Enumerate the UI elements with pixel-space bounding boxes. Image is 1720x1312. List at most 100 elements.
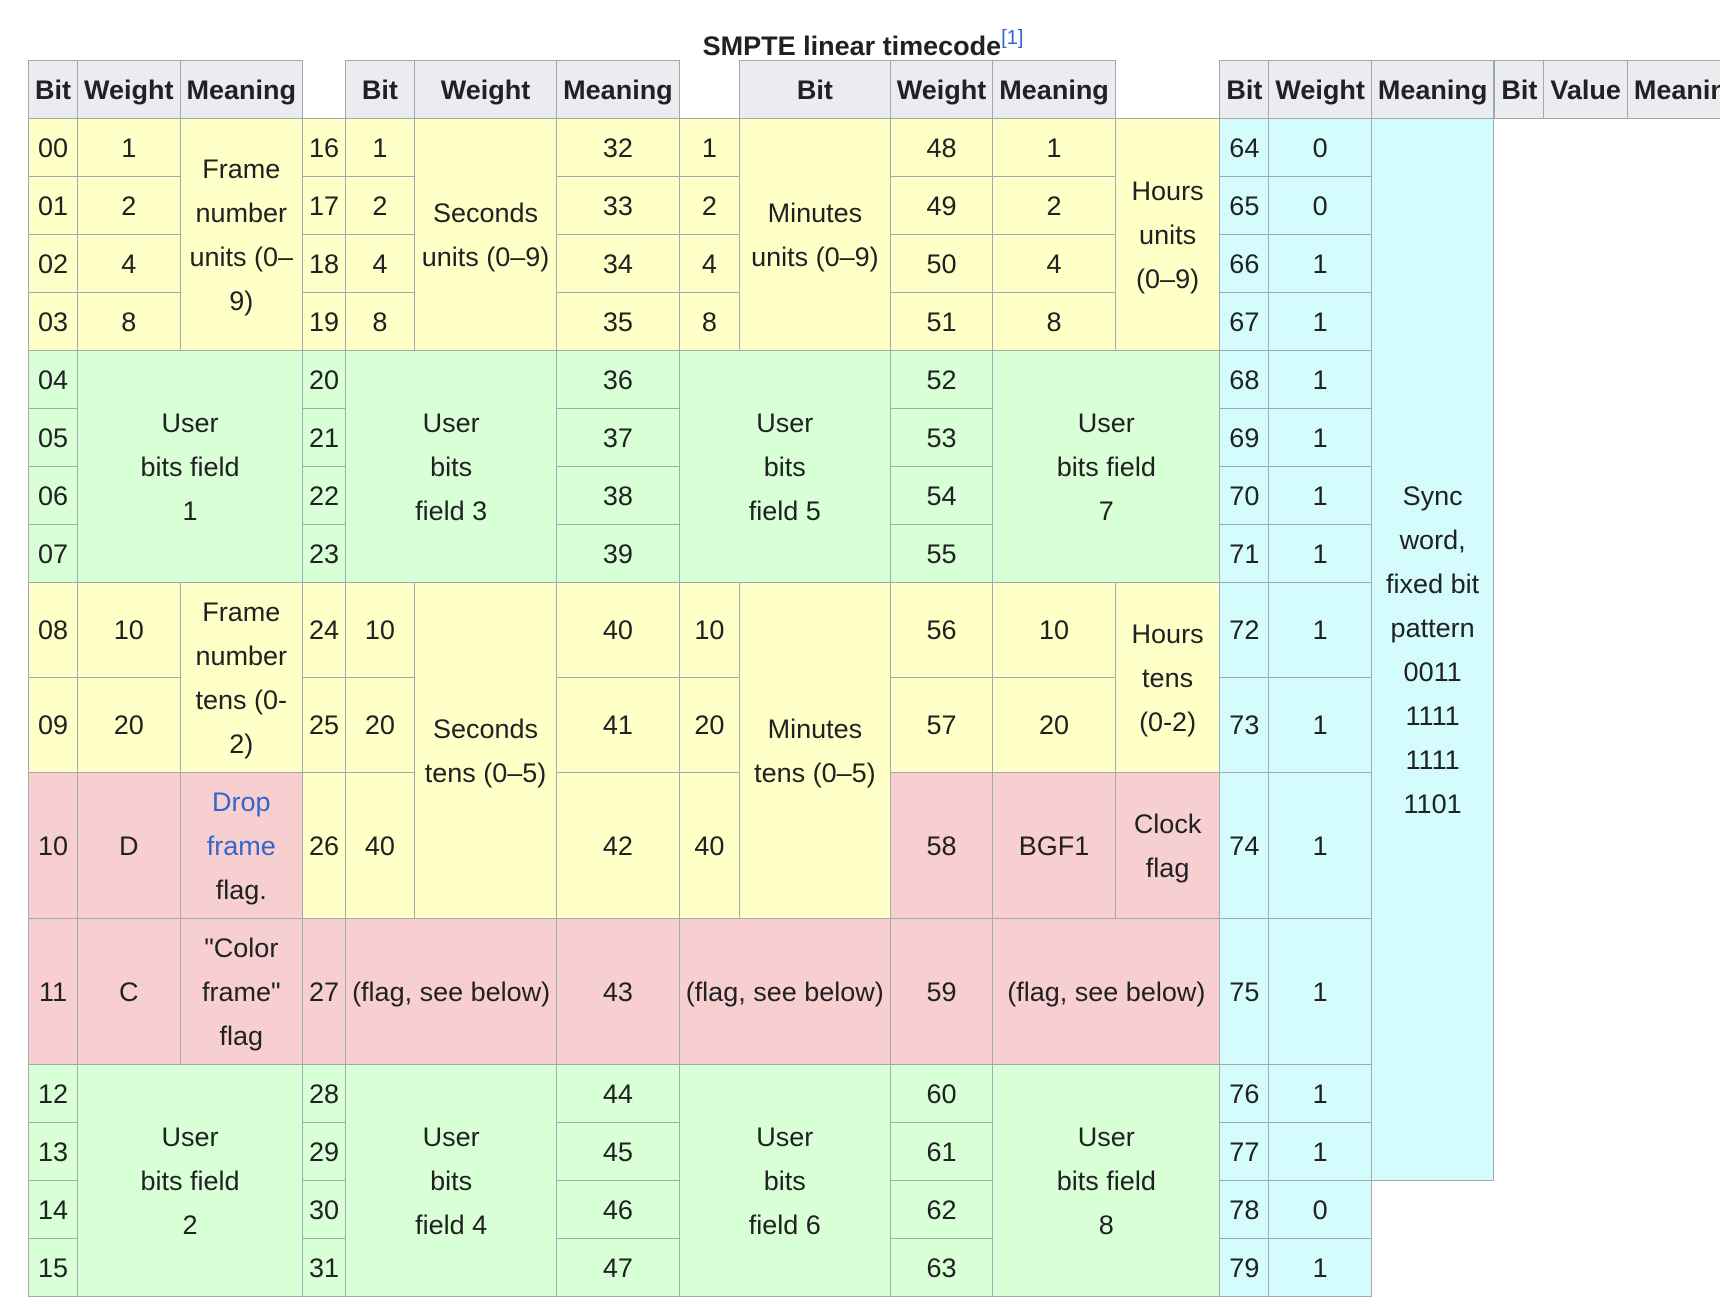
user-bits-cell: User bits field 4 (345, 1064, 558, 1297)
weight-cell: D (77, 772, 181, 919)
bit-cell: 03 (28, 292, 78, 351)
bit-cell: 54 (889, 466, 994, 525)
citation-link[interactable]: [1] (1001, 27, 1024, 49)
col-header-bit: Bit (1219, 60, 1270, 119)
user-bits-cell: User bits field 1 (76, 350, 304, 583)
timecode-table: Bit Weight Meaning Bit Weight Meaning Bi… (28, 60, 1720, 1297)
value-cell: 1 (1268, 1064, 1372, 1123)
flag-cell: (flag, see below) (345, 918, 558, 1065)
bit-cell: 62 (889, 1180, 994, 1239)
weight-cell: C (77, 918, 181, 1065)
bit-cell: 35 (556, 292, 680, 351)
value-cell: 0 (1268, 1180, 1372, 1239)
user-bits-cell: User bits field 8 (992, 1064, 1221, 1297)
table-row: 06 22 38 54 70 1 (28, 466, 1720, 525)
weight-cell: 20 (345, 677, 415, 773)
weight-cell: 10 (345, 582, 415, 678)
col-header-meaning: Meaning (1626, 60, 1720, 119)
bit-cell: 47 (556, 1238, 680, 1297)
bit-cell: 75 (1219, 918, 1270, 1065)
meaning-cell: Seconds tens (0–5) (413, 582, 558, 919)
table-row: 01 2 17 2 33 2 49 2 65 0 (28, 176, 1720, 235)
bit-cell: 29 (302, 1122, 347, 1181)
bit-cell: 77 (1219, 1122, 1270, 1181)
bit-cell: 06 (28, 466, 78, 525)
weight-cell: 2 (77, 176, 181, 235)
bit-cell: 42 (556, 772, 680, 919)
bit-cell: 34 (556, 234, 680, 293)
bit-cell: 58 (889, 772, 994, 919)
bit-cell: 46 (556, 1180, 680, 1239)
value-cell: 1 (1268, 1238, 1372, 1297)
table-caption: SMPTE linear timecode[1] (28, 16, 1698, 61)
table-row: 03 8 19 8 35 8 51 8 67 1 (28, 292, 1720, 351)
bit-cell: 16 (302, 118, 347, 177)
bit-cell: 22 (302, 466, 347, 525)
weight-cell: 4 (77, 234, 181, 293)
weight-cell: 8 (345, 292, 415, 351)
bit-cell: 19 (302, 292, 347, 351)
bit-cell: 07 (28, 524, 78, 583)
bit-cell: 59 (889, 918, 994, 1065)
weight-cell: 10 (678, 582, 741, 678)
bit-cell: 01 (28, 176, 78, 235)
bit-cell: 61 (889, 1122, 994, 1181)
weight-cell: 2 (345, 176, 415, 235)
drop-frame-link[interactable]: Drop frame (206, 786, 276, 861)
table-row: 07 23 39 55 71 1 (28, 524, 1720, 583)
meaning-cell: Seconds units (0–9) (413, 118, 558, 351)
weight-cell: 1 (345, 118, 415, 177)
bit-cell: 37 (556, 408, 680, 467)
weight-cell: 2 (678, 176, 741, 235)
bit-cell: 66 (1219, 234, 1270, 293)
col-header-weight: Weight (77, 60, 181, 119)
bit-cell: 23 (302, 524, 347, 583)
bit-cell: 08 (28, 582, 78, 678)
bit-cell: 55 (889, 524, 994, 583)
meaning-cell: Hours units (0–9) (1114, 118, 1221, 351)
meaning-cell: Clock flag (1114, 772, 1221, 919)
value-cell: 1 (1268, 292, 1372, 351)
bit-cell: 40 (556, 582, 680, 678)
value-cell: 1 (1268, 234, 1372, 293)
bit-cell: 51 (889, 292, 994, 351)
bit-cell: 36 (556, 350, 680, 409)
bit-cell: 30 (302, 1180, 347, 1239)
column-gap (678, 60, 741, 119)
weight-cell: 1 (992, 118, 1116, 177)
bit-cell: 70 (1219, 466, 1270, 525)
table-row: 09 20 25 20 41 20 57 20 73 1 (28, 677, 1720, 773)
bit-cell: 09 (28, 677, 78, 773)
user-bits-cell: User bits field 7 (992, 350, 1221, 583)
col-header-meaning: Meaning (556, 60, 680, 119)
col-header-meaning: Meaning (992, 60, 1116, 119)
bit-cell: 17 (302, 176, 347, 235)
meaning-cell: Frame number units (0–9) (179, 118, 304, 351)
weight-cell: 2 (992, 176, 1116, 235)
bit-cell: 26 (302, 772, 347, 919)
table-row: 08 10 Frame number tens (0-2) 24 10 Seco… (28, 582, 1720, 919)
bit-cell: 57 (889, 677, 994, 773)
bit-cell: 69 (1219, 408, 1270, 467)
bit-cell: 73 (1219, 677, 1270, 773)
table-row: 04 User bits field 1 20 User bits field … (28, 350, 1720, 583)
bit-cell: 76 (1219, 1064, 1270, 1123)
column-gap (1114, 60, 1221, 119)
weight-cell: 8 (678, 292, 741, 351)
bit-cell: 49 (889, 176, 994, 235)
col-header-meaning: Meaning (1370, 60, 1495, 119)
value-cell: 1 (1268, 677, 1372, 773)
value-cell: 1 (1268, 1122, 1372, 1181)
bit-cell: 74 (1219, 772, 1270, 919)
value-cell: 1 (1268, 524, 1372, 583)
bit-cell: 18 (302, 234, 347, 293)
value-cell: 1 (1268, 350, 1372, 409)
col-header-weight: Weight (889, 60, 994, 119)
col-header-weight: Weight (1268, 60, 1372, 119)
bit-cell: 31 (302, 1238, 347, 1297)
bit-cell: 56 (889, 582, 994, 678)
sync-word-cell: Sync word, fixed bit pattern 0011 1111 1… (1370, 118, 1495, 1181)
bit-cell: 44 (556, 1064, 680, 1123)
drop-frame-suffix: flag. (215, 874, 267, 905)
column-gap (302, 60, 347, 119)
